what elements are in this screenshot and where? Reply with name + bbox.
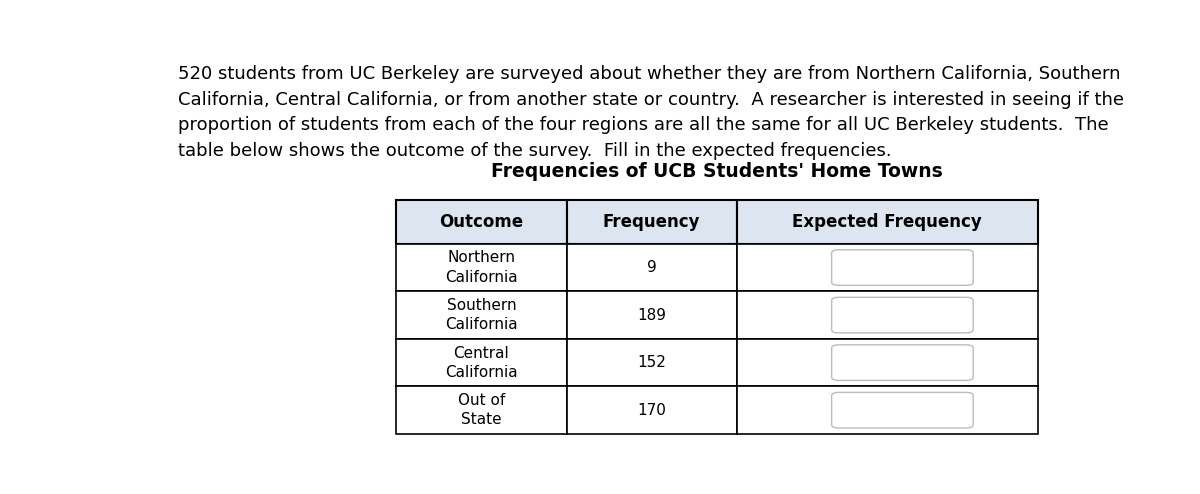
Bar	[396, 244, 566, 291]
FancyBboxPatch shape	[832, 250, 973, 286]
Bar	[566, 386, 737, 434]
Text: Expected Frequency: Expected Frequency	[792, 213, 983, 231]
Text: 170: 170	[637, 403, 666, 418]
Text: Outcome: Outcome	[439, 213, 523, 231]
Bar	[396, 291, 566, 339]
Text: 520 students from UC Berkeley are surveyed about whether they are from Northern : 520 students from UC Berkeley are survey…	[178, 65, 1124, 160]
FancyBboxPatch shape	[832, 345, 973, 380]
Bar	[737, 200, 1038, 244]
Bar	[396, 339, 566, 386]
Bar	[566, 339, 737, 386]
Text: 189: 189	[637, 308, 666, 323]
FancyBboxPatch shape	[832, 392, 973, 428]
Text: Frequencies of UCB Students' Home Towns: Frequencies of UCB Students' Home Towns	[492, 162, 943, 181]
Text: Frequency: Frequency	[602, 213, 701, 231]
Text: 152: 152	[637, 355, 666, 370]
Bar	[737, 244, 1038, 291]
Bar	[737, 291, 1038, 339]
Text: Northern
California: Northern California	[445, 250, 517, 285]
Bar	[566, 291, 737, 339]
Bar	[566, 200, 737, 244]
Text: Southern
California: Southern California	[445, 298, 517, 332]
Text: Out of
State: Out of State	[458, 393, 505, 427]
FancyBboxPatch shape	[832, 297, 973, 333]
Bar	[737, 339, 1038, 386]
Bar	[737, 386, 1038, 434]
Text: 9: 9	[647, 260, 656, 275]
Text: Central
California: Central California	[445, 345, 517, 380]
Bar	[566, 244, 737, 291]
Bar	[396, 386, 566, 434]
Bar	[396, 200, 566, 244]
